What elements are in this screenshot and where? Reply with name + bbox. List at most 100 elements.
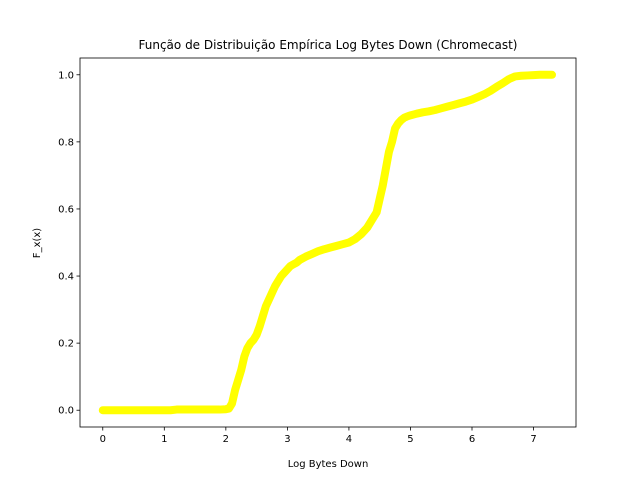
data-point <box>185 406 193 414</box>
data-point <box>160 406 168 414</box>
data-point <box>391 124 399 132</box>
data-point <box>308 250 316 258</box>
data-point <box>240 353 248 361</box>
data-point <box>243 344 251 352</box>
data-point <box>262 302 270 310</box>
data-point <box>250 336 258 344</box>
data-point <box>237 366 245 374</box>
data-point <box>536 71 544 79</box>
data-point <box>228 400 236 408</box>
data-point <box>382 165 390 173</box>
data-point <box>197 406 205 414</box>
data-point <box>462 98 470 106</box>
data-point <box>265 296 273 304</box>
data-point <box>117 406 125 414</box>
data-point <box>274 277 282 285</box>
data-point <box>259 312 267 320</box>
x-tick-label: 3 <box>284 434 290 445</box>
data-point <box>468 96 476 104</box>
data-point <box>474 93 482 101</box>
data-point <box>376 195 384 203</box>
data-point <box>231 386 239 394</box>
y-tick-label: 0.0 <box>58 406 74 417</box>
data-point <box>413 110 421 118</box>
data-point <box>216 406 224 414</box>
y-tick-label: 1.0 <box>58 70 74 81</box>
data-point <box>210 406 218 414</box>
data-point <box>379 181 387 189</box>
data-point <box>179 406 187 414</box>
data-point <box>296 256 304 264</box>
data-point <box>437 104 445 112</box>
x-tick-label: 4 <box>346 434 352 445</box>
data-point <box>523 71 531 79</box>
data-point <box>326 244 334 252</box>
data-point <box>530 71 538 79</box>
y-axis-label: F_x(x) <box>32 228 43 258</box>
x-tick-label: 0 <box>100 434 106 445</box>
data-point <box>370 213 378 221</box>
data-point <box>511 72 519 80</box>
plot-frame <box>79 57 577 428</box>
x-tick-label: 2 <box>223 434 229 445</box>
data-point <box>493 83 501 91</box>
data-point <box>431 106 439 114</box>
data-point <box>320 245 328 253</box>
data-point <box>126 406 134 414</box>
x-axis-ticks: 0 1 2 3 4 5 6 7 <box>100 427 537 445</box>
plot-marks <box>98 70 556 415</box>
data-point <box>173 406 181 414</box>
x-axis-label: Log Bytes Down <box>288 459 369 470</box>
data-point <box>406 111 414 119</box>
chart-title: Função de Distribuição Empírica Log Byte… <box>139 38 518 52</box>
data-point <box>425 107 433 115</box>
data-point <box>108 406 116 414</box>
data-point <box>234 376 242 384</box>
data-point <box>548 71 556 79</box>
data-point <box>166 406 174 414</box>
data-point <box>137 406 145 414</box>
x-tick-label: 6 <box>469 434 475 445</box>
data-point <box>253 331 261 339</box>
data-point <box>357 230 365 238</box>
x-tick-label: 7 <box>530 434 536 445</box>
data-point <box>203 406 211 414</box>
data-point <box>148 406 156 414</box>
y-tick-label: 0.8 <box>58 137 74 148</box>
x-tick-label: 5 <box>407 434 413 445</box>
data-point <box>499 79 507 87</box>
data-point <box>142 406 150 414</box>
data-point <box>505 75 513 83</box>
y-tick-label: 0.2 <box>58 339 74 350</box>
data-point <box>517 72 525 80</box>
y-tick-label: 0.6 <box>58 204 74 215</box>
data-point <box>154 406 162 414</box>
data-point <box>373 208 381 216</box>
data-point <box>388 138 396 146</box>
y-tick-label: 0.4 <box>58 272 74 283</box>
data-point <box>345 239 353 246</box>
data-point <box>256 322 264 330</box>
data-point <box>339 240 347 248</box>
data-point <box>351 235 359 243</box>
data-point <box>486 87 494 95</box>
data-point <box>271 282 279 290</box>
data-point <box>456 99 464 107</box>
data-point <box>450 101 458 109</box>
data-point <box>443 103 451 111</box>
data-point <box>225 405 233 413</box>
data-point <box>314 247 322 255</box>
y-axis-ticks: 0.0 0.2 0.4 0.6 0.8 1.0 <box>58 70 80 417</box>
data-point <box>363 223 371 231</box>
data-point <box>333 242 341 250</box>
data-point <box>419 108 427 116</box>
data-point <box>302 253 310 261</box>
data-point <box>268 289 276 297</box>
data-point <box>191 406 199 414</box>
x-tick-label: 1 <box>161 434 167 445</box>
data-point <box>99 406 107 414</box>
data-point <box>480 90 488 98</box>
data-point <box>385 148 393 156</box>
